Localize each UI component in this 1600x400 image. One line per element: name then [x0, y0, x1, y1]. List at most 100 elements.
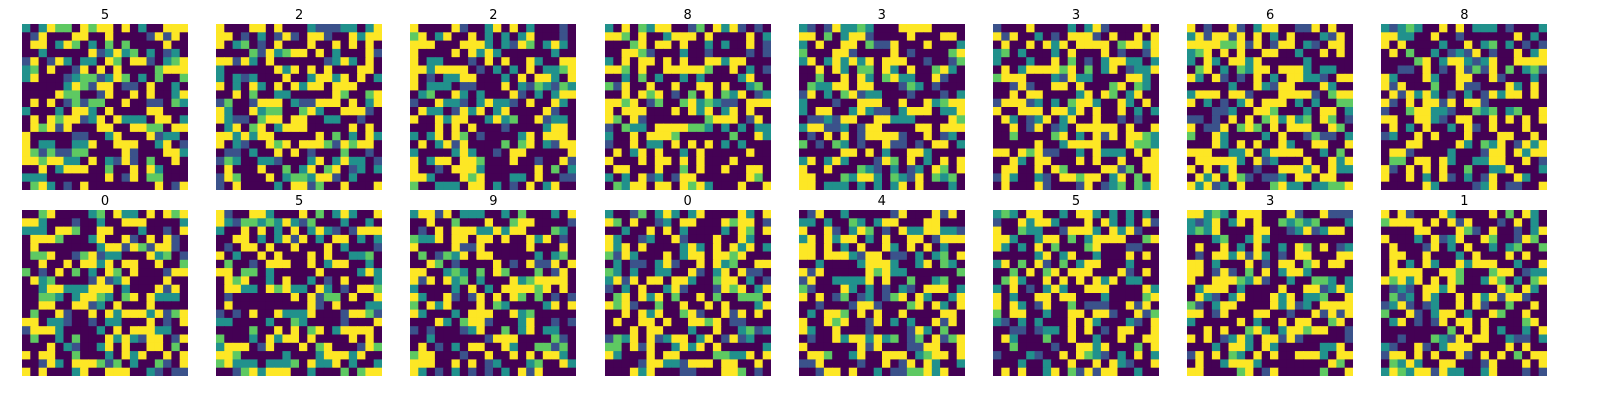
heatmap-cell	[138, 182, 147, 190]
heatmap-cell	[1187, 66, 1196, 75]
heatmap-cell	[216, 318, 225, 327]
heatmap-cell	[374, 32, 382, 41]
heatmap-cell	[824, 74, 833, 83]
heatmap-cell	[113, 132, 122, 141]
heatmap-cell	[493, 107, 502, 116]
heatmap-cell	[493, 243, 502, 252]
heatmap-cell	[907, 149, 916, 158]
heatmap-cell	[679, 107, 688, 116]
heatmap-cell	[993, 90, 1002, 99]
heatmap-cell	[535, 157, 544, 166]
heatmap-cell	[452, 260, 461, 269]
heatmap-cell	[646, 268, 655, 277]
heatmap-cell	[233, 90, 242, 99]
heatmap-cell	[1229, 74, 1238, 83]
heatmap-cell	[1473, 99, 1482, 108]
heatmap-cell	[1010, 32, 1019, 41]
heatmap-cell	[746, 66, 755, 75]
heatmap-cell	[535, 66, 544, 75]
heatmap-cell	[258, 285, 267, 294]
heatmap-cell	[518, 260, 527, 269]
heatmap-cell	[1295, 24, 1304, 33]
heatmap-cell	[341, 99, 350, 108]
heatmap-cell	[30, 243, 39, 252]
heatmap-cell	[510, 66, 519, 75]
heatmap-cell	[216, 149, 225, 158]
heatmap-cell	[1237, 41, 1246, 50]
heatmap-cell	[857, 124, 866, 133]
heatmap-cell	[241, 243, 250, 252]
heatmap-cell	[502, 107, 511, 116]
heatmap-cell	[130, 157, 139, 166]
heatmap-cell	[349, 318, 358, 327]
heatmap-cell	[1431, 165, 1440, 174]
heatmap-cell	[1473, 32, 1482, 41]
heatmap-cell	[332, 49, 341, 58]
heatmap-cell	[840, 252, 849, 261]
heatmap-cell	[840, 49, 849, 58]
heatmap-cell	[105, 82, 114, 91]
heatmap-cell	[283, 285, 292, 294]
heatmap-cell	[291, 41, 300, 50]
heatmap-cell	[898, 41, 907, 50]
heatmap-cell	[679, 235, 688, 244]
heatmap-cell	[729, 318, 738, 327]
heatmap-cell	[704, 173, 713, 182]
heatmap-cell	[241, 218, 250, 227]
heatmap-cell	[1464, 165, 1473, 174]
heatmap-cell	[605, 41, 614, 50]
heatmap-cell	[1514, 49, 1523, 58]
heatmap-cell	[1134, 99, 1143, 108]
heatmap-cell	[1464, 24, 1473, 33]
heatmap-cell	[349, 82, 358, 91]
heatmap-cell	[638, 115, 647, 124]
heatmap-cell	[47, 227, 56, 236]
heatmap-cell	[357, 99, 366, 108]
heatmap-cell	[1195, 132, 1204, 141]
heatmap-cell	[638, 49, 647, 58]
heatmap-cell	[493, 343, 502, 352]
heatmap-cell	[1035, 182, 1044, 190]
heatmap-cell	[1151, 90, 1159, 99]
heatmap-cell	[460, 243, 469, 252]
heatmap-cell	[216, 335, 225, 344]
heatmap-cell	[349, 276, 358, 285]
heatmap-cell	[568, 359, 576, 368]
heatmap-cell	[30, 310, 39, 319]
heatmap-cell	[807, 82, 816, 91]
heatmap-cell	[258, 343, 267, 352]
heatmap-cell	[349, 165, 358, 174]
heatmap-cell	[30, 74, 39, 83]
heatmap-cell	[105, 326, 114, 335]
heatmap-cell	[216, 99, 225, 108]
heatmap-cell	[915, 124, 924, 133]
heatmap-cell	[435, 115, 444, 124]
heatmap-cell	[1498, 132, 1507, 141]
heatmap-cell	[1151, 82, 1159, 91]
heatmap-cell	[654, 227, 663, 236]
heatmap-cell	[72, 124, 81, 133]
heatmap-cell	[468, 32, 477, 41]
heatmap-cell	[299, 157, 308, 166]
heatmap-cell	[671, 276, 680, 285]
heatmap-cell	[349, 359, 358, 368]
heatmap-cell	[1514, 173, 1523, 182]
heatmap-cell	[535, 115, 544, 124]
heatmap-cell	[948, 74, 957, 83]
heatmap-cell	[341, 90, 350, 99]
heatmap-cell	[915, 165, 924, 174]
heatmap-cell	[932, 210, 941, 219]
heatmap-cell	[1464, 90, 1473, 99]
heatmap-cell	[1423, 57, 1432, 66]
heatmap-cell	[865, 268, 874, 277]
heatmap-cell	[291, 140, 300, 149]
heatmap-cell	[535, 82, 544, 91]
heatmap-cell	[105, 107, 114, 116]
heatmap-cell	[485, 82, 494, 91]
heatmap-cell	[1245, 49, 1254, 58]
heatmap-cell	[605, 124, 614, 133]
heatmap-cell	[1254, 49, 1263, 58]
heatmap-cell	[1456, 132, 1465, 141]
heatmap-cell	[435, 82, 444, 91]
heatmap-cell	[1068, 165, 1077, 174]
